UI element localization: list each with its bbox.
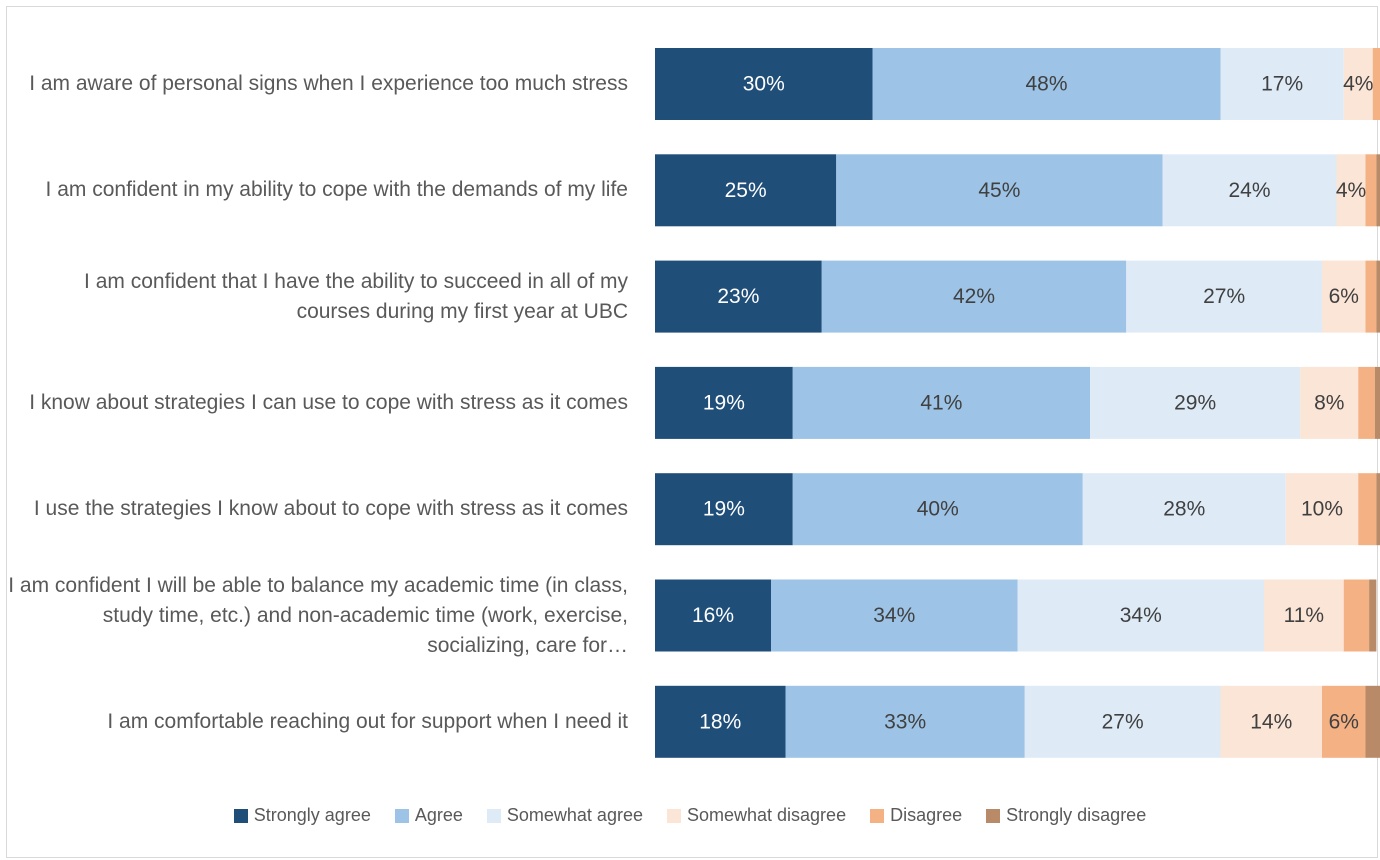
bar-segment <box>655 473 793 546</box>
bar-segment <box>1343 48 1373 120</box>
category-label: I am aware of personal signs when I expe… <box>29 72 628 95</box>
bar-segment <box>655 579 771 652</box>
legend-item: Strongly agree <box>233 805 371 826</box>
bar-segment <box>1374 366 1380 439</box>
legend-swatch <box>666 808 681 823</box>
data-label: 40% <box>917 498 959 521</box>
bar-segment <box>1343 579 1370 652</box>
category-label: I am confident I will be able to balance… <box>8 573 628 657</box>
legend-swatch <box>486 808 501 823</box>
data-label: 10% <box>1301 498 1343 521</box>
bar-segment <box>1126 260 1322 333</box>
legend: Strongly agree Agree Somewhat agree Somewha… <box>0 805 1380 826</box>
data-label: 17% <box>1261 73 1303 96</box>
legend-label: Disagree <box>890 805 963 825</box>
bar-segment <box>1220 685 1322 758</box>
bar-segment <box>1358 473 1377 546</box>
bar-segment <box>1358 366 1375 439</box>
bar-segment <box>792 473 1083 546</box>
bar-segment <box>1372 48 1380 120</box>
data-label: 23% <box>717 285 759 308</box>
bar-segment <box>785 685 1025 758</box>
data-label: 8% <box>1314 391 1344 414</box>
category-label: I use the strategies I know about to cop… <box>33 497 628 521</box>
bar-segment <box>1220 48 1344 120</box>
data-label: 4% <box>1336 179 1366 202</box>
bar-segment <box>1322 260 1366 333</box>
bar-segment <box>1336 154 1366 227</box>
data-label: 48% <box>1025 73 1067 96</box>
bar-segment <box>1365 685 1380 758</box>
bar-segment <box>1264 579 1344 652</box>
bar-segment <box>1376 154 1380 227</box>
legend-swatch <box>870 808 885 823</box>
legend-item: Somewhat agree <box>486 805 643 826</box>
bar-segment <box>1365 260 1377 333</box>
bar-segment <box>771 579 1018 652</box>
data-label: 6% <box>1329 710 1359 733</box>
legend-item: Somewhat disagree <box>666 805 847 826</box>
data-label: 25% <box>725 179 767 202</box>
bar-segment <box>1162 154 1337 227</box>
data-label: 19% <box>703 498 745 521</box>
legend-swatch <box>986 808 1001 823</box>
bar-segment <box>1369 579 1377 652</box>
data-label: 27% <box>1102 710 1144 733</box>
data-label: 30% <box>743 73 785 96</box>
data-label: 34% <box>873 604 915 627</box>
legend-label: Somewhat agree <box>506 805 643 825</box>
bar-segment <box>1024 685 1221 758</box>
data-label: 41% <box>920 391 962 414</box>
data-label: 24% <box>1228 179 1270 202</box>
category-label: I know about strategies I can use to cop… <box>29 390 628 414</box>
bar-segment <box>836 154 1163 227</box>
data-label: 4% <box>1343 73 1373 96</box>
data-label: 6% <box>1329 285 1359 308</box>
bar-segment <box>655 366 793 439</box>
bar-segment <box>655 685 786 758</box>
category-label: I am confident that I have the ability t… <box>84 269 628 323</box>
bar-segment <box>821 260 1127 333</box>
bar-segment <box>1322 685 1366 758</box>
data-label: 14% <box>1250 710 1292 733</box>
bar-segment <box>1285 473 1359 546</box>
legend-label: Strongly agree <box>253 805 371 825</box>
bar-segment <box>1082 473 1286 546</box>
data-label: 16% <box>692 604 734 627</box>
legend-label: Agree <box>414 805 463 825</box>
data-label: 33% <box>884 710 926 733</box>
data-label: 29% <box>1174 391 1216 414</box>
legend-label: Somewhat disagree <box>686 805 847 825</box>
data-label: 28% <box>1163 498 1205 521</box>
bar-segment <box>792 366 1090 439</box>
legend-swatch <box>233 808 248 823</box>
bar-segment <box>655 260 822 333</box>
legend-item: Disagree <box>870 805 962 826</box>
bar-segment <box>655 154 837 227</box>
bar-segment <box>872 48 1221 120</box>
legend-swatch <box>394 808 409 823</box>
category-label: I am confident in my ability to cope wit… <box>45 178 628 202</box>
bar-segment <box>1365 154 1377 227</box>
data-label: 18% <box>699 710 741 733</box>
data-label: 19% <box>703 391 745 414</box>
legend-item: Agree <box>394 805 463 826</box>
data-label: 27% <box>1203 285 1245 308</box>
category-label: I am comfortable reaching out for suppor… <box>107 709 628 733</box>
bar-segment <box>655 48 873 120</box>
legend-item: Strongly disagree <box>986 805 1146 826</box>
data-label: 34% <box>1120 604 1162 627</box>
data-label: 45% <box>978 179 1020 202</box>
bar-segment <box>1090 366 1301 439</box>
data-label: 11% <box>1284 604 1324 627</box>
bar-segment <box>1376 260 1380 333</box>
bar-segment <box>1300 366 1359 439</box>
bar-segment <box>1376 473 1380 546</box>
data-label: 42% <box>953 285 995 308</box>
legend-label: Strongly disagree <box>1006 805 1147 825</box>
bar-segment <box>1017 579 1264 652</box>
